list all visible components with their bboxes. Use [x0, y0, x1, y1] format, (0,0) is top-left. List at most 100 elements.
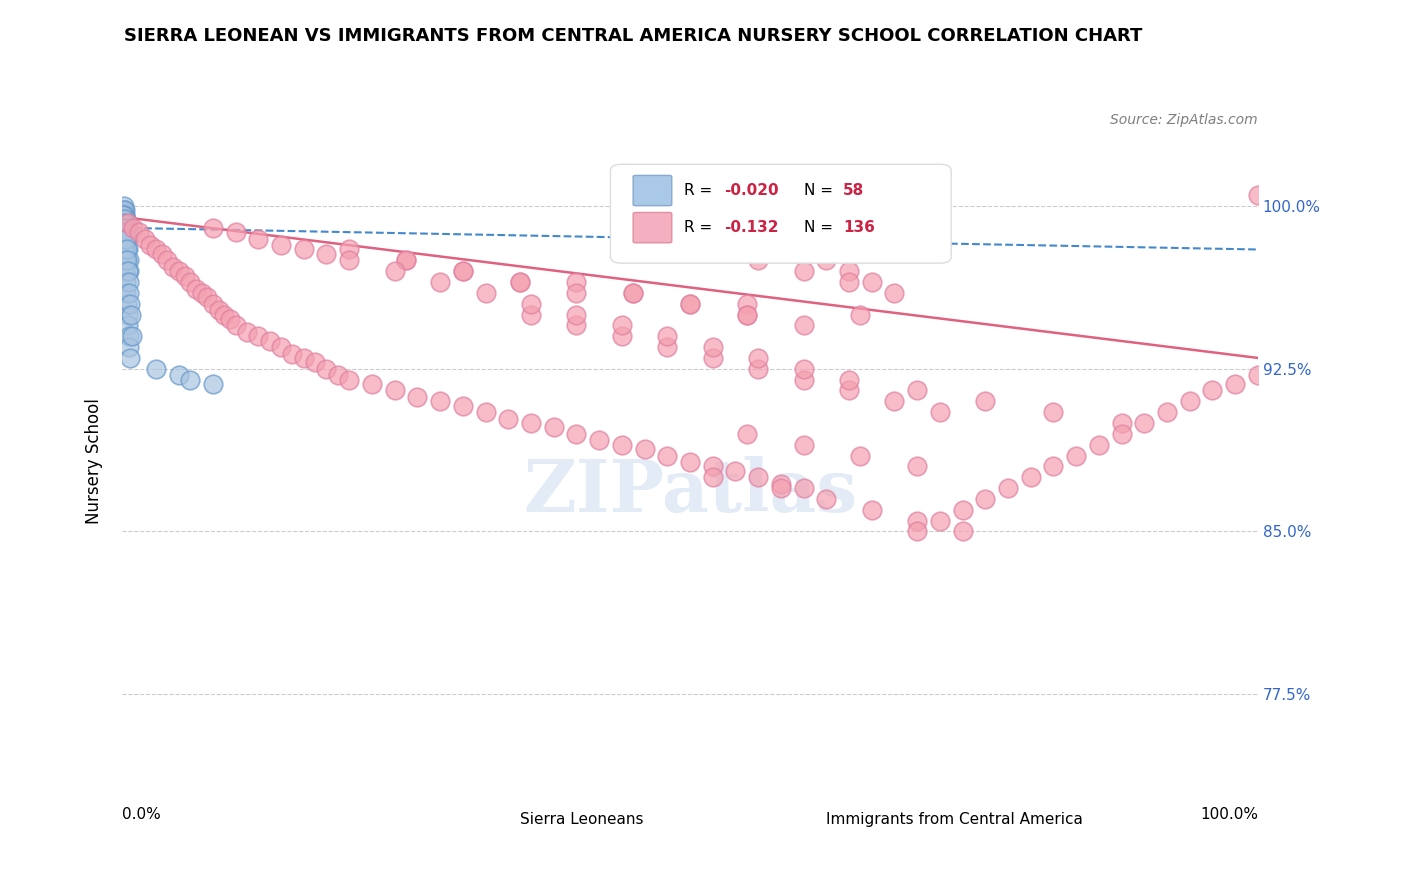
Point	[167, 368, 190, 383]
Point	[114, 243, 136, 257]
Point	[565, 318, 588, 333]
Point	[115, 285, 138, 300]
Point	[860, 502, 883, 516]
Point	[167, 264, 190, 278]
Point	[679, 455, 702, 469]
Point	[1201, 384, 1223, 398]
Point	[1042, 405, 1064, 419]
Point	[112, 232, 135, 246]
Point	[139, 238, 162, 252]
Point	[735, 296, 758, 310]
Point	[150, 247, 173, 261]
Point	[679, 296, 702, 310]
Point	[849, 308, 872, 322]
Point	[112, 208, 135, 222]
Point	[114, 253, 136, 268]
Point	[952, 524, 974, 539]
Point	[735, 308, 758, 322]
Point	[509, 275, 531, 289]
Point	[112, 217, 135, 231]
Point	[792, 361, 814, 376]
Point	[115, 232, 138, 246]
Point	[838, 264, 860, 278]
Point	[657, 340, 679, 354]
Point	[114, 208, 136, 222]
Point	[621, 285, 644, 300]
Text: -0.132: -0.132	[724, 219, 779, 235]
Point	[657, 449, 679, 463]
FancyBboxPatch shape	[610, 164, 952, 263]
Point	[111, 220, 134, 235]
Point	[792, 264, 814, 278]
Text: 136: 136	[844, 219, 875, 235]
Point	[114, 212, 136, 227]
Text: 100.0%: 100.0%	[1199, 807, 1258, 822]
Point	[214, 308, 236, 322]
Point	[565, 285, 588, 300]
Point	[337, 243, 360, 257]
Point	[905, 524, 928, 539]
Point	[117, 253, 139, 268]
Point	[122, 220, 145, 235]
Point	[395, 253, 418, 268]
Point	[905, 459, 928, 474]
Point	[679, 296, 702, 310]
Point	[474, 405, 496, 419]
Point	[117, 308, 139, 322]
Text: R =: R =	[685, 183, 717, 198]
Point	[173, 268, 195, 283]
Point	[451, 399, 474, 413]
Point	[1178, 394, 1201, 409]
Point	[120, 296, 142, 310]
Point	[114, 232, 136, 246]
Point	[128, 225, 150, 239]
Point	[520, 416, 543, 430]
Point	[270, 340, 292, 354]
Point	[747, 351, 769, 365]
Point	[112, 203, 135, 218]
Point	[247, 329, 270, 343]
Point	[112, 217, 135, 231]
Point	[315, 361, 337, 376]
Point	[657, 232, 679, 246]
Point	[195, 290, 218, 304]
Point	[118, 264, 141, 278]
Point	[117, 318, 139, 333]
Point	[883, 285, 905, 300]
Point	[114, 203, 136, 218]
Point	[952, 502, 974, 516]
Point	[112, 225, 135, 239]
Point	[114, 210, 136, 224]
Point	[118, 340, 141, 354]
Point	[610, 329, 633, 343]
Point	[236, 325, 259, 339]
Point	[115, 243, 138, 257]
Point	[451, 264, 474, 278]
Point	[315, 247, 337, 261]
Point	[120, 308, 142, 322]
Point	[883, 394, 905, 409]
Point	[145, 243, 167, 257]
Point	[118, 285, 141, 300]
Point	[225, 318, 247, 333]
Text: N =: N =	[803, 219, 838, 235]
FancyBboxPatch shape	[633, 176, 672, 206]
Point	[184, 281, 207, 295]
Point	[156, 253, 179, 268]
Point	[112, 212, 135, 227]
Point	[496, 411, 519, 425]
Point	[118, 253, 141, 268]
Point	[115, 220, 138, 235]
Point	[115, 225, 138, 239]
Point	[112, 208, 135, 222]
FancyBboxPatch shape	[744, 805, 817, 833]
Point	[520, 308, 543, 322]
Text: -0.020: -0.020	[724, 183, 779, 198]
Point	[565, 308, 588, 322]
Point	[118, 351, 141, 365]
Point	[134, 232, 156, 246]
Point	[702, 459, 724, 474]
Point	[112, 220, 135, 235]
Text: 58: 58	[844, 183, 865, 198]
Point	[610, 318, 633, 333]
